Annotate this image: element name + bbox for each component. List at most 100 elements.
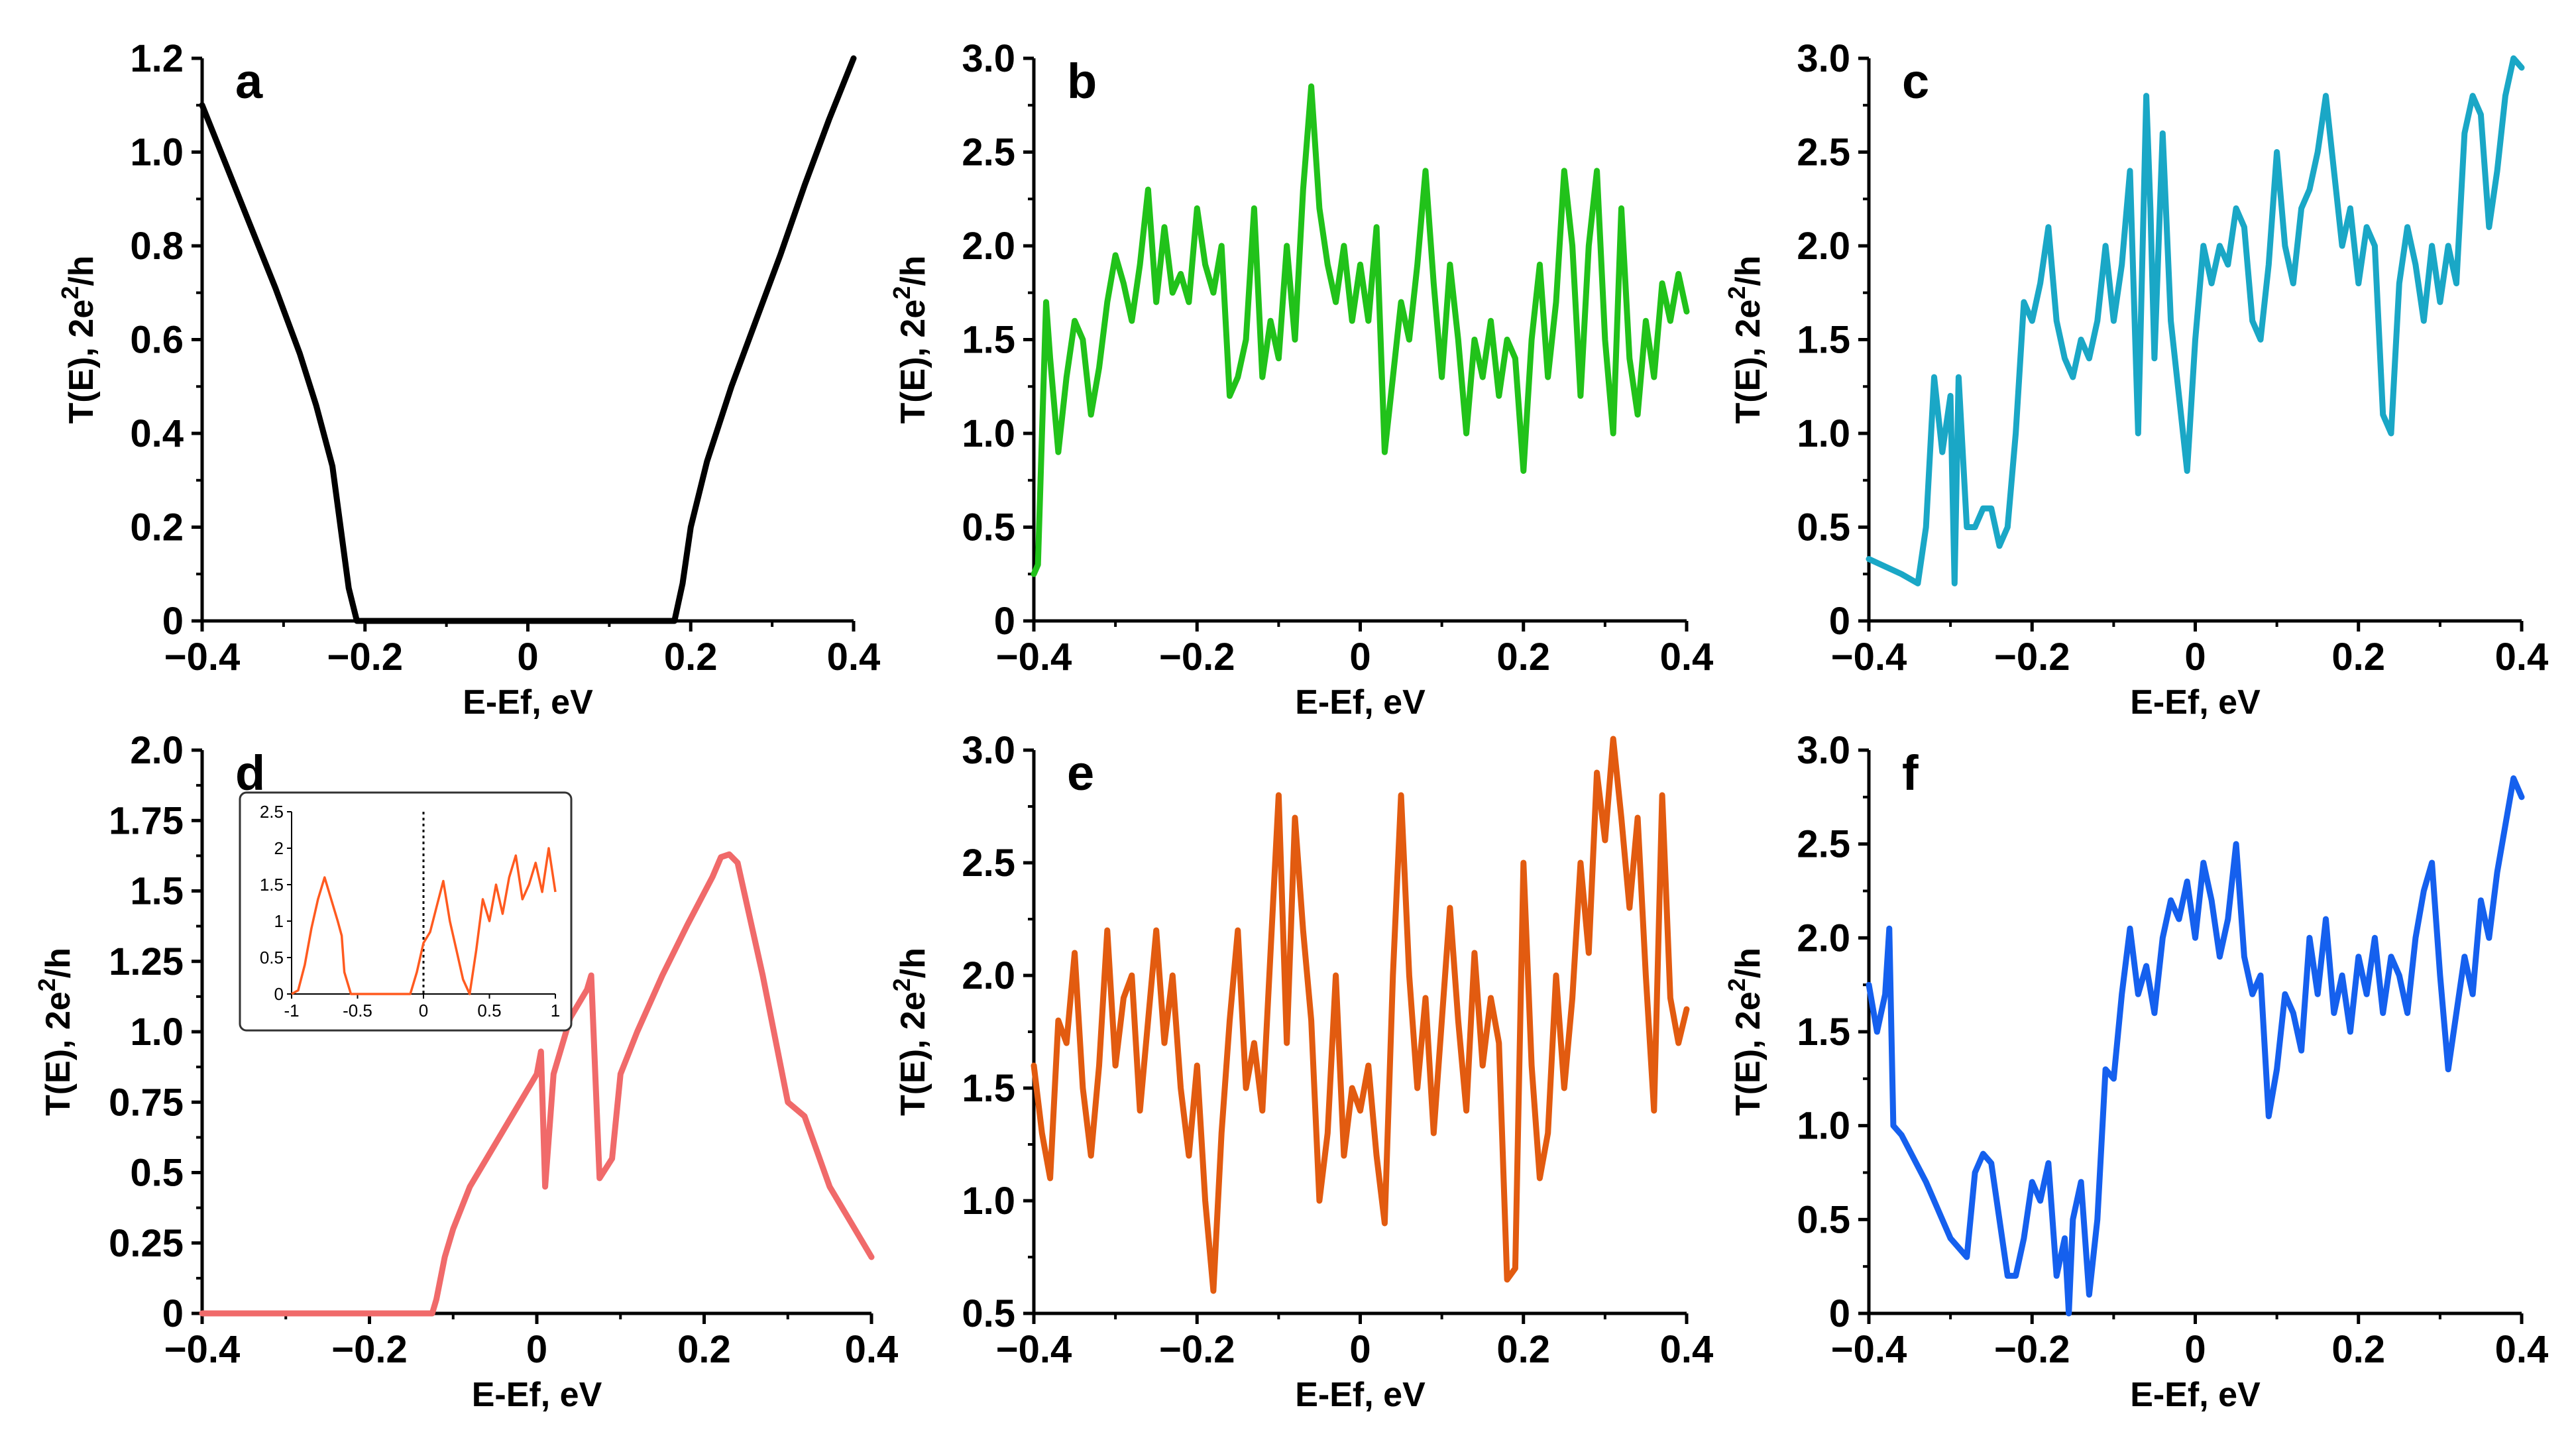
y-axis-label-tail: /h (39, 948, 78, 978)
y-tick-label: 0.25 (109, 1222, 184, 1265)
panel-a: −0.4 −0.2 0 0.2 0.4 0 0.2 0.4 0.6 0.8 1.0 1.2 E-Ef, … (56, 37, 880, 722)
y-tick-label: 0.5 (1797, 506, 1850, 549)
y-tick-label: 0.2 (130, 506, 184, 549)
y-tick-label: 2.0 (1797, 225, 1850, 268)
panel-label-f: f (1902, 745, 1919, 800)
x-tick-label: −0.4 (164, 635, 241, 679)
x-tick-label: 0 (517, 635, 538, 679)
y-tick-label: 1.0 (1797, 412, 1850, 455)
inset-x-tick-label: 0.5 (477, 1001, 501, 1020)
inset-series-line (291, 847, 557, 995)
y-axis-label-main: T(E), 2e (39, 991, 78, 1116)
y-tick-label: 0 (994, 600, 1015, 643)
y-tick-label: 0.5 (962, 506, 1015, 549)
x-tick-label: 0 (2184, 635, 2206, 679)
series-line-d (199, 851, 875, 1317)
y-tick-label: 2.5 (962, 842, 1015, 885)
y-axis-label: T(E), 2e2/h (1723, 948, 1767, 1116)
x-tick-label: −0.2 (327, 635, 404, 679)
panel-b: −0.4 −0.2 0 0.2 0.4 0 0.5 1.0 1.5 2.0 2.5 3.0 E-Ef, … (888, 37, 1713, 722)
x-tick-label: −0.4 (1831, 1328, 1907, 1371)
inset-x-tick-label: -1 (284, 1001, 299, 1020)
y-axis-label-main: T(E), 2e (1729, 300, 1767, 424)
y-tick-label: 0.5 (1797, 1198, 1850, 1241)
y-tick-label: 3.0 (1797, 37, 1850, 80)
y-axis-label-superscript: 2 (888, 978, 915, 991)
inset-y-tick-label: 1.5 (260, 875, 284, 895)
y-tick-label: 1.0 (962, 412, 1015, 455)
y-tick-label: 0.5 (962, 1292, 1015, 1335)
inset-x-tick-label: -0.5 (343, 1001, 372, 1020)
y-tick-label: 2.0 (962, 954, 1015, 997)
y-tick-label: 3.0 (962, 37, 1015, 80)
axes-b (1032, 58, 1687, 623)
panel-label-a: a (235, 54, 263, 109)
y-tick-label: 1.5 (962, 1067, 1015, 1110)
x-axis-label: E-Ef, eV (463, 683, 593, 722)
y-axis-label-tail: /h (894, 948, 932, 978)
x-tick-label: 0.4 (1660, 1328, 1714, 1371)
series-line-c (1866, 55, 2525, 586)
x-tick-label: −0.2 (1159, 635, 1235, 679)
y-axis-label-main: T(E), 2e (1729, 991, 1767, 1116)
x-tick-label: 0.4 (827, 635, 881, 679)
series-line-b (1031, 83, 1690, 577)
y-tick-label: 1.0 (130, 131, 184, 174)
panel-e: −0.4 −0.2 0 0.2 0.4 0.5 1.0 1.5 2.0 2.5 3.0 E-Ef, e… (888, 729, 1713, 1414)
y-axis-label-tail: /h (1729, 948, 1767, 978)
y-axis-label: T(E), 2e2/h (33, 948, 78, 1116)
y-tick-label: 0.6 (130, 319, 184, 362)
y-tick-label: 1.5 (1797, 319, 1850, 362)
y-tick-label: 1.0 (1797, 1105, 1850, 1148)
x-tick-label: −0.4 (996, 635, 1072, 679)
y-tick-label: 0.8 (130, 225, 184, 268)
x-tick-label: 0.2 (1496, 1328, 1550, 1371)
inset-y-tick-label: 2.5 (260, 802, 284, 822)
y-axis-label-superscript: 2 (33, 978, 60, 991)
x-tick-label: −0.2 (1994, 635, 2070, 679)
y-tick-label: 2.5 (1797, 131, 1850, 174)
y-tick-label: 3.0 (962, 729, 1015, 772)
x-tick-label: 0.4 (2495, 635, 2549, 679)
x-axis-label: E-Ef, eV (1295, 683, 1426, 722)
x-tick-label: 0.2 (1496, 635, 1550, 679)
inset-d: -1 -0.5 0 0.5 1 0 0.5 1 1.5 2 2.5 (239, 791, 573, 1032)
y-axis-label-main: T(E), 2e (62, 300, 101, 424)
x-tick-label: 0.2 (664, 635, 718, 679)
y-tick-label: 0 (162, 600, 184, 643)
x-axis-label: E-Ef, eV (2130, 683, 2261, 722)
y-axis-label-superscript: 2 (56, 286, 84, 300)
y-tick-label: 0 (1829, 600, 1850, 643)
x-tick-label: 0.4 (1660, 635, 1714, 679)
x-axis-label: E-Ef, eV (472, 1376, 602, 1414)
x-tick-label: −0.4 (996, 1328, 1072, 1371)
x-tick-label: −0.4 (1831, 635, 1907, 679)
y-axis-label: T(E), 2e2/h (1723, 255, 1767, 423)
x-tick-label: −0.4 (164, 1328, 241, 1371)
y-axis-label-main: T(E), 2e (894, 300, 932, 424)
x-tick-label: 0 (1349, 635, 1371, 679)
y-axis-label-main: T(E), 2e (894, 991, 932, 1116)
y-tick-label: 1.2 (130, 37, 184, 80)
y-axis-label-superscript: 2 (1723, 978, 1750, 991)
panel-f: −0.4 −0.2 0 0.2 0.4 0 0.5 1.0 1.5 2.0 2.5 3.0 E-Ef, … (1723, 729, 2548, 1414)
y-tick-label: 0 (1829, 1292, 1850, 1335)
x-tick-label: 0.4 (845, 1328, 899, 1371)
panel-label-d: d (235, 745, 265, 800)
panel-label-e: e (1067, 745, 1094, 800)
y-tick-label: 2.5 (1797, 823, 1850, 866)
x-tick-label: 0 (526, 1328, 547, 1371)
series-line-e (1031, 736, 1690, 1294)
y-axis-label: T(E), 2e2/h (56, 255, 101, 423)
y-tick-label: 1.5 (962, 319, 1015, 362)
y-tick-label: 2.0 (962, 225, 1015, 268)
y-axis-label-superscript: 2 (888, 286, 915, 300)
x-tick-label: 0.2 (677, 1328, 731, 1371)
inset-y-tick-label: 0 (274, 984, 284, 1004)
x-tick-label: 0.2 (2331, 1328, 2385, 1371)
y-axis-label: T(E), 2e2/h (888, 948, 932, 1116)
x-tick-label: 0.4 (2495, 1328, 2549, 1371)
inset-y-tick-label: 2 (274, 838, 284, 858)
panel-d: −0.4 −0.2 0 0.2 0.4 0 0.25 0.5 0.75 1.0 1.25 1.5 1.7… (33, 729, 898, 1414)
